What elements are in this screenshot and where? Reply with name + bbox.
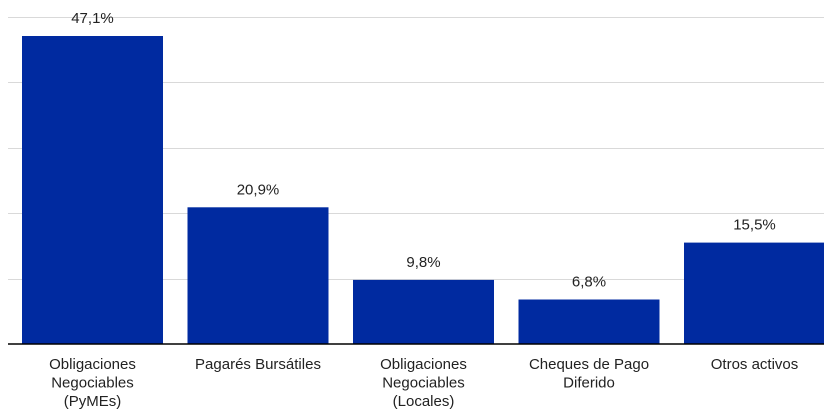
bar bbox=[22, 36, 163, 344]
category-label-line: Negociables bbox=[51, 375, 134, 392]
data-label: 47,1% bbox=[71, 10, 114, 27]
category-label: Obligaciones Negociables (Locales) bbox=[380, 356, 467, 410]
category-label-line: Obligaciones bbox=[49, 356, 136, 373]
category-label-line: Negociables bbox=[382, 375, 465, 392]
data-label: 9,8% bbox=[406, 254, 440, 271]
data-label: 15,5% bbox=[733, 217, 776, 234]
category-label-line: Cheques de Pago bbox=[529, 356, 649, 373]
category-label-line: Diferido bbox=[563, 375, 615, 392]
category-label-line: (Locales) bbox=[393, 393, 455, 410]
data-label: 6,8% bbox=[572, 274, 606, 291]
category-label-line: (PyMEs) bbox=[64, 393, 122, 410]
category-label-line: Otros activos bbox=[711, 356, 799, 373]
data-label: 20,9% bbox=[237, 181, 280, 198]
category-label: Pagarés Bursátiles bbox=[195, 356, 321, 373]
bar bbox=[684, 242, 824, 344]
category-labels: Obligaciones Negociables (PyMEs)Pagarés Bu… bbox=[49, 356, 798, 410]
bar bbox=[518, 299, 660, 344]
bar bbox=[187, 207, 329, 344]
category-label: Cheques de Pago Diferido bbox=[529, 356, 649, 392]
category-label: Otros activos bbox=[711, 356, 799, 373]
bar bbox=[353, 279, 494, 344]
data-labels: 47,1% 20,9% 9,8% 6,8% 15,5% bbox=[71, 10, 776, 291]
category-label-line: Obligaciones bbox=[380, 356, 467, 373]
bars bbox=[22, 36, 824, 344]
category-label-line: Pagarés Bursátiles bbox=[195, 356, 321, 373]
category-label: Obligaciones Negociables (PyMEs) bbox=[49, 356, 136, 410]
